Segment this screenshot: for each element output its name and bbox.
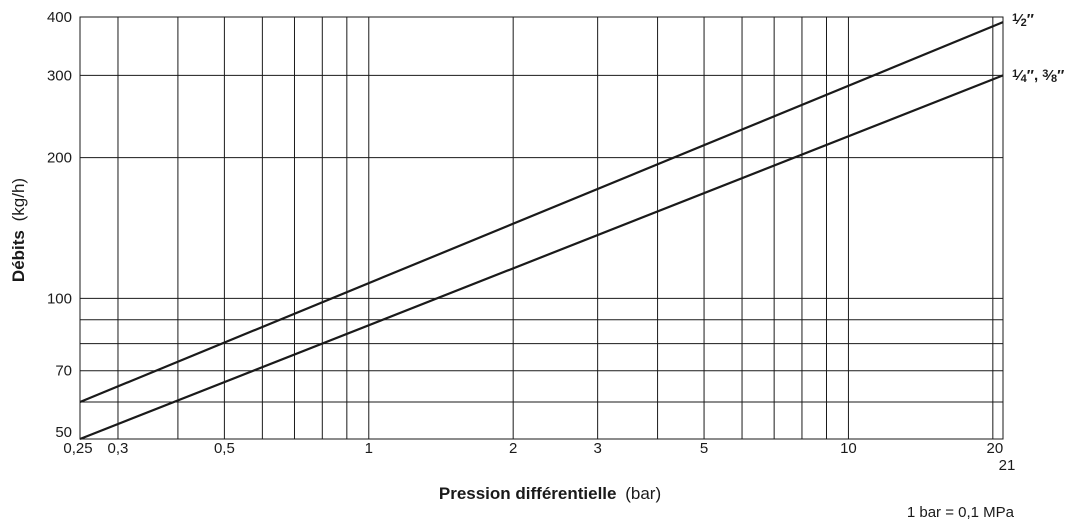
x-tick-label: 0,25	[63, 440, 92, 457]
series-label-quarter-num: 1	[1012, 68, 1018, 80]
y-tick-labels: 50 70 100 200 300 400	[47, 9, 72, 441]
y-tick-label: 200	[47, 150, 72, 167]
y-tick-label: 50	[55, 424, 72, 441]
series-label-half-slash: ⁄	[1015, 11, 1024, 28]
y-axis-title-main: Débits	[9, 230, 28, 282]
x-axis-title-unit: (bar)	[625, 484, 661, 503]
grid	[79, 16, 1004, 440]
x-tick-label: 20	[986, 440, 1003, 457]
series-line-1	[79, 21, 1004, 404]
series-label-quarter-threeeighths: 1⁄4″, 3⁄8″	[1012, 67, 1064, 85]
series-label-threeeighths-suffix: ″	[1057, 67, 1064, 84]
x-tick-label: 10	[840, 440, 857, 457]
y-tick-label: 100	[47, 290, 72, 307]
series-lines	[79, 21, 1004, 441]
x-tick-label: 2	[509, 440, 517, 457]
series-label-threeeighths-num: 3	[1042, 68, 1048, 80]
series-label-quarter-suffix: ″,	[1027, 67, 1043, 84]
series-label-quarter-den: 4	[1021, 73, 1028, 85]
x-tick-label: 1	[365, 440, 373, 457]
y-tick-label: 400	[47, 9, 72, 26]
series-line-2	[79, 74, 1004, 441]
series-label-half-den: 2	[1021, 17, 1027, 29]
series-label-half-inch: 1⁄2″	[1012, 11, 1034, 29]
series-label-half-num: 1	[1012, 12, 1018, 24]
x-tick-label: 3	[593, 440, 601, 457]
y-axis-title-unit: (kg/h)	[9, 178, 28, 221]
x-tick-label: 0,5	[214, 440, 235, 457]
x-axis-title-main: Pression différentielle	[439, 484, 617, 503]
series-label-quarter-slash: ⁄	[1015, 67, 1024, 84]
y-tick-label: 300	[47, 67, 72, 84]
series-label-threeeighths-slash: ⁄	[1045, 67, 1054, 84]
x-tick-label: 21	[999, 457, 1016, 474]
y-axis-title: Débits (kg/h)	[9, 178, 28, 282]
unit-conversion-note: 1 bar = 0,1 MPa	[907, 504, 1015, 521]
series-label-threeeighths-den: 8	[1051, 73, 1057, 85]
y-tick-label: 70	[55, 363, 72, 380]
x-tick-label: 0,3	[108, 440, 129, 457]
x-tick-label: 5	[700, 440, 708, 457]
x-axis-title: Pression différentielle (bar)	[439, 484, 661, 503]
series-label-half-suffix: ″	[1027, 11, 1034, 28]
